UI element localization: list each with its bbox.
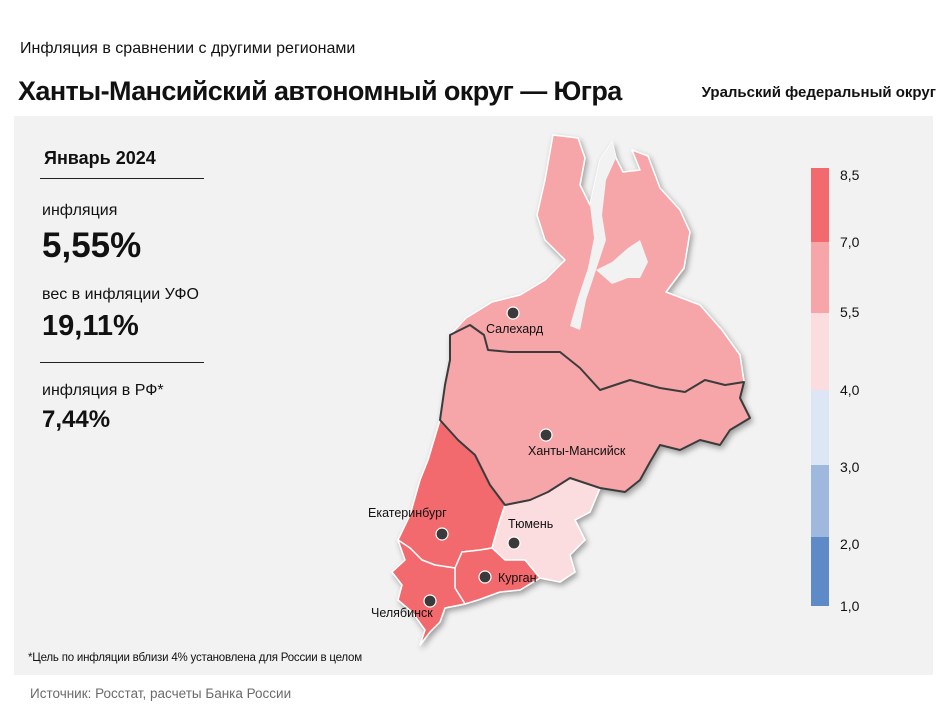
city-khanty-mansiysk-dot	[539, 428, 553, 442]
legend-tick-label: 3,0	[840, 459, 860, 475]
divider-bottom	[40, 362, 204, 363]
city-salekhard-dot	[506, 306, 520, 320]
legend-tick-label: 7,0	[840, 234, 860, 250]
divider-top	[40, 178, 204, 179]
weight-value: 19,11%	[42, 310, 139, 342]
city-khanty-mansiysk-label: Ханты-Мансийск	[528, 444, 626, 458]
source-note: Источник: Росстат, расчеты Банка России	[30, 686, 292, 701]
city-chelyabinsk-dot	[423, 594, 437, 608]
legend-bin-5	[811, 465, 829, 537]
legend-tick-label: 1,0	[840, 598, 860, 614]
city-chelyabinsk: Челябинск	[371, 594, 437, 620]
legend-bin-2	[811, 242, 829, 313]
inflation-value: 5,55%	[42, 226, 142, 265]
legend-bin-3	[811, 313, 829, 390]
city-kurgan-label: Курган	[498, 571, 537, 585]
legend-bin-1	[811, 168, 829, 242]
legend-tick-label: 5,5	[840, 304, 860, 320]
city-salekhard-label: Салехард	[486, 322, 544, 336]
legend-tick-label: 4,0	[840, 382, 860, 398]
color-legend: 8,5 7,0 5,5 4,0 3,0 2,0 1,0	[811, 167, 860, 614]
city-kurgan-dot	[478, 570, 492, 584]
city-yekaterinburg: Екатеринбург	[368, 506, 449, 541]
legend-tick-label: 2,0	[840, 536, 860, 552]
city-salekhard: Салехард	[486, 306, 544, 336]
footnote: *Цель по инфляции вблизи 4% установлена …	[28, 652, 362, 664]
taz-bay	[596, 240, 648, 284]
legend-bin-4	[811, 390, 829, 465]
region-chelyabinsk	[391, 539, 466, 646]
chart-supertitle: Инфляция в сравнении с другими регионами	[20, 40, 356, 57]
city-tyumen-dot	[507, 536, 521, 550]
legend-bin-6	[811, 537, 829, 606]
city-chelyabinsk-label: Челябинск	[371, 606, 433, 620]
city-tyumen: Тюмень	[507, 517, 553, 550]
city-tyumen-label: Тюмень	[508, 517, 553, 531]
federal-district-label: Уральский федеральный округ	[701, 84, 936, 101]
city-kurgan: Курган	[478, 570, 537, 585]
rf-inflation-label: инфляция в РФ*	[42, 382, 164, 399]
region-khmao-outline	[439, 324, 751, 506]
city-yekaterinburg-dot	[435, 527, 449, 541]
gulf-of-ob	[570, 142, 616, 330]
weight-label: вес в инфляции УФО	[42, 286, 199, 303]
legend-tick-label: 8,5	[840, 167, 860, 183]
rf-inflation-value: 7,44%	[42, 406, 111, 433]
period-label: Январь 2024	[44, 148, 156, 168]
inflation-label: инфляция	[42, 202, 118, 219]
city-khanty-mansiysk: Ханты-Мансийск	[528, 428, 626, 458]
region-title: Ханты-Мансийский автономный округ — Югра	[18, 76, 622, 106]
city-yekaterinburg-label: Екатеринбург	[368, 506, 447, 520]
